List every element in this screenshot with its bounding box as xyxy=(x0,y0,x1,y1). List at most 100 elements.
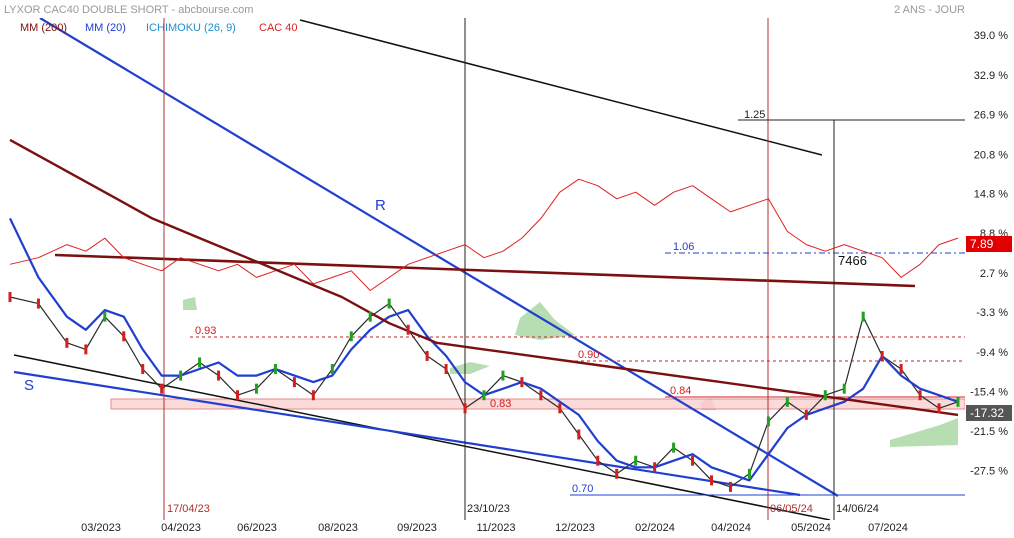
cac-badge-bg xyxy=(966,236,1012,252)
candle-mark xyxy=(899,364,903,375)
candle-mark xyxy=(292,377,296,388)
candle-mark xyxy=(254,383,258,394)
vline-label-23-10-23: 23/10/23 xyxy=(467,503,510,515)
x-tick-label: 08/2023 xyxy=(318,522,358,534)
candle-mark xyxy=(141,364,145,375)
x-tick-label: 04/2024 xyxy=(711,522,751,534)
support-label: S xyxy=(24,377,34,394)
cac-badge: 7.89 xyxy=(970,237,994,251)
candle-mark xyxy=(501,370,505,381)
candle-mark xyxy=(861,311,865,322)
legend-mm20: MM (20) xyxy=(85,22,126,34)
candle-mark xyxy=(330,364,334,375)
resistance-label: R xyxy=(375,197,386,214)
candle-mark xyxy=(463,403,467,414)
candle-mark xyxy=(804,409,808,420)
candle-mark xyxy=(36,298,40,309)
support-zone xyxy=(110,398,965,410)
candle-mark xyxy=(766,416,770,427)
candle-mark xyxy=(577,429,581,440)
y-tick-label: 39.0 % xyxy=(974,30,1008,42)
candle-mark xyxy=(444,364,448,375)
fib-0-84-label: 0.84 xyxy=(670,385,691,397)
candle-mark xyxy=(65,337,69,348)
y-tick-label: -3.3 % xyxy=(976,307,1008,319)
etf-badge: -17.32 xyxy=(970,406,1004,420)
top-channel-line xyxy=(299,19,823,156)
cac-value-label: 7466 xyxy=(838,253,867,268)
y-tick-label: -9.4 % xyxy=(976,347,1008,359)
x-tick-label: 03/2023 xyxy=(81,522,121,534)
y-tick-label: -27.5 % xyxy=(970,466,1008,478)
candle-mark xyxy=(387,298,391,309)
candle-mark xyxy=(634,455,638,466)
candle-mark xyxy=(8,292,12,303)
support-line xyxy=(13,370,801,497)
candle-mark xyxy=(425,350,429,361)
candle-mark xyxy=(672,442,676,453)
bottom-channel-line xyxy=(13,354,831,520)
y-tick-label: 14.8 % xyxy=(974,189,1008,201)
candle-mark xyxy=(198,357,202,368)
candle-mark xyxy=(823,390,827,401)
fib-0-90-label: 0.90 xyxy=(578,349,599,361)
x-tick-label: 11/2023 xyxy=(477,522,516,534)
x-tick-label: 06/2023 xyxy=(237,522,277,534)
x-tick-label: 02/2024 xyxy=(635,522,675,534)
candle-mark xyxy=(236,390,240,401)
candle-mark xyxy=(653,462,657,473)
chart-period: 2 ANS - JOUR xyxy=(894,4,965,16)
candle-mark xyxy=(880,350,884,361)
fib-0-83-label: 0.83 xyxy=(490,398,511,410)
candle-mark xyxy=(103,311,107,322)
series-line-3 xyxy=(9,138,959,417)
candle-mark xyxy=(520,377,524,388)
candle-mark xyxy=(596,455,600,466)
x-tick-label: 05/2024 xyxy=(791,522,831,534)
y-axis: 39.0 %32.9 %26.9 %20.8 %14.8 %8.8 %2.7 %… xyxy=(970,30,1008,477)
y-tick-label: 26.9 % xyxy=(974,109,1008,121)
legend-cac40: CAC 40 xyxy=(259,22,298,34)
y-tick-label: 2.7 % xyxy=(980,268,1008,280)
candle-mark xyxy=(558,403,562,414)
x-tick-label: 07/2024 xyxy=(868,522,908,534)
series-line-0 xyxy=(9,178,959,291)
candle-mark xyxy=(615,468,619,479)
etf-badge-bg xyxy=(966,405,1012,421)
candle-mark xyxy=(217,370,221,381)
candle-mark xyxy=(691,455,695,466)
candle-mark xyxy=(842,383,846,394)
candle-mark xyxy=(273,364,277,375)
vline-label-14-06-24: 14/06/24 xyxy=(836,503,879,515)
y-tick-label: -21.5 % xyxy=(970,426,1008,438)
legend-ichimoku: ICHIMOKU (26, 9) xyxy=(146,22,236,34)
x-axis: 03/2023 04/2023 06/2023 08/2023 09/2023 11/20… xyxy=(81,522,908,534)
resistance-line xyxy=(39,18,839,497)
candle-mark xyxy=(937,403,941,414)
candle-mark xyxy=(311,390,315,401)
candle-mark xyxy=(956,396,960,407)
candle-mark xyxy=(84,344,88,355)
fib-1-06-label: 1.06 xyxy=(673,241,694,253)
candle-mark xyxy=(918,390,922,401)
x-tick-label: 12/2023 xyxy=(555,522,595,534)
mm200-trend-line xyxy=(54,253,916,288)
candle-mark xyxy=(785,396,789,407)
candle-mark xyxy=(160,383,164,394)
y-tick-label: 20.8 % xyxy=(974,149,1008,161)
candle-mark xyxy=(368,311,372,322)
candle-mark xyxy=(482,390,486,401)
y-tick-label: -15.4 % xyxy=(970,386,1008,398)
x-tick-label: 09/2023 xyxy=(397,522,437,534)
candle-mark xyxy=(349,331,353,342)
fib-0-93-label: 0.93 xyxy=(195,325,216,337)
y-tick-label: 32.9 % xyxy=(974,70,1008,82)
chart-title: LYXOR CAC40 DOUBLE SHORT - abcbourse.com xyxy=(4,4,253,16)
vline-label-06-05-24: 06/05/24 xyxy=(770,503,813,515)
vline-label-17-04-23: 17/04/23 xyxy=(167,503,210,515)
candle-mark xyxy=(406,324,410,335)
candle-mark xyxy=(122,331,126,342)
legend-mm200: MM (200) xyxy=(20,22,67,34)
candle-mark xyxy=(747,468,751,479)
